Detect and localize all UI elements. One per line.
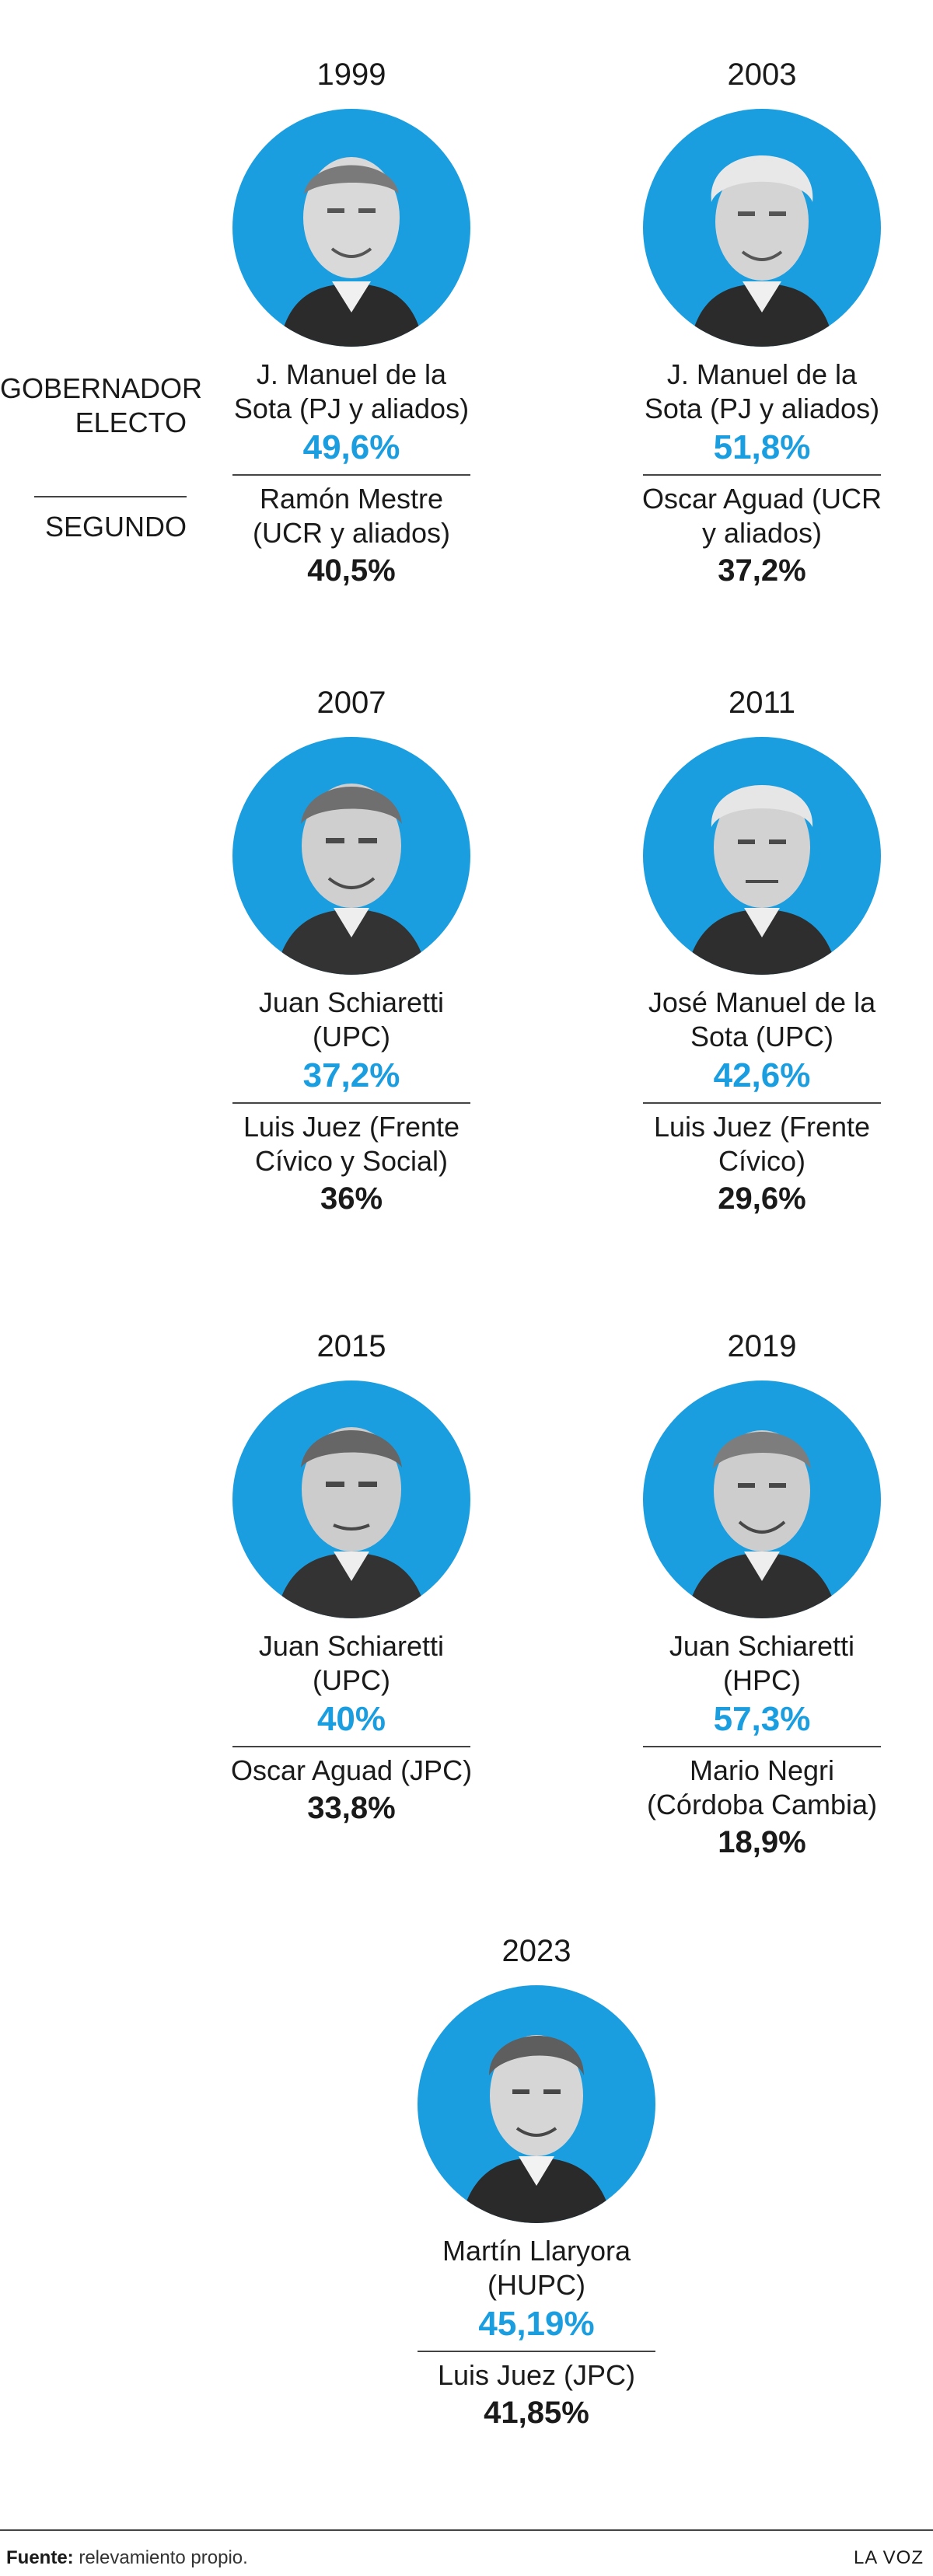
winner-name: Martín Llaryora (HUPC) bbox=[442, 2235, 631, 2301]
portrait-silhouette-icon bbox=[460, 2035, 613, 2223]
runner-up-name: Luis Juez (Frente Cívico y Social) bbox=[243, 1111, 460, 1177]
election-1999: 1999 J. Manuel de la Sota (PJ y aliados)… bbox=[227, 56, 476, 589]
runner-up-percentage: 40,5% bbox=[307, 553, 396, 588]
election-year: 1999 bbox=[316, 58, 386, 92]
portrait-silhouette-icon bbox=[275, 784, 428, 975]
footer-divider bbox=[0, 2529, 933, 2531]
candidate-portrait bbox=[643, 109, 881, 347]
winner-name: Juan Schiaretti (UPC) bbox=[258, 1630, 445, 1696]
election-year: 2015 bbox=[316, 1329, 386, 1363]
winner-name: José Manuel de la Sota (UPC) bbox=[648, 986, 876, 1052]
portrait-silhouette-icon bbox=[686, 1430, 838, 1618]
source-text: relevamiento propio. bbox=[73, 2547, 248, 2568]
election-year: 2011 bbox=[728, 686, 795, 720]
election-year: 2019 bbox=[727, 1329, 797, 1363]
result-divider bbox=[643, 474, 881, 476]
winner-name: Juan Schiaretti (UPC) bbox=[258, 986, 445, 1052]
candidate-portrait bbox=[232, 1380, 470, 1618]
brand-logo-text: LA VOZ bbox=[853, 2547, 924, 2568]
election-2011: 2011 José Manuel de la Sota (UPC) 42,6% … bbox=[638, 684, 886, 1217]
candidate-portrait bbox=[643, 737, 881, 975]
result-divider bbox=[643, 1102, 881, 1104]
portrait-silhouette-icon bbox=[686, 785, 838, 975]
winner-percentage: 45,19% bbox=[478, 2305, 595, 2343]
label-segundo: SEGUNDO bbox=[44, 511, 187, 543]
candidate-portrait bbox=[232, 109, 470, 347]
election-year: 2007 bbox=[316, 686, 386, 720]
winner-percentage: 49,6% bbox=[302, 428, 400, 466]
winner-name: J. Manuel de la Sota (PJ y aliados) bbox=[233, 358, 470, 424]
portrait-silhouette-icon bbox=[690, 155, 834, 347]
result-divider bbox=[232, 474, 470, 476]
runner-up-name: Ramón Mestre (UCR y aliados) bbox=[252, 483, 451, 549]
candidate-portrait bbox=[418, 1985, 655, 2223]
portrait-silhouette-icon bbox=[275, 1427, 428, 1618]
winner-percentage: 51,8% bbox=[713, 428, 811, 466]
runner-up-percentage: 18,9% bbox=[718, 1825, 806, 1859]
election-year: 2023 bbox=[501, 1934, 571, 1968]
runner-up-name: Luis Juez (JPC) bbox=[437, 2359, 636, 2391]
winner-percentage: 57,3% bbox=[713, 1700, 811, 1738]
winner-percentage: 40% bbox=[316, 1700, 386, 1738]
winner-percentage: 42,6% bbox=[713, 1056, 811, 1094]
source-note: Fuente: relevamiento propio. bbox=[6, 2546, 248, 2570]
election-2015: 2015 Juan Schiaretti (UPC) 40% Oscar Agu… bbox=[227, 1328, 476, 1827]
runner-up-percentage: 33,8% bbox=[307, 1791, 396, 1825]
election-2019: 2019 Juan Schiaretti (HPC) 57,3% Mario N… bbox=[638, 1328, 886, 1861]
runner-up-name: Luis Juez (Frente Cívico) bbox=[653, 1111, 871, 1177]
label-gobernador-electo: GOBERNADOR ELECTO bbox=[0, 372, 203, 438]
winner-percentage: 37,2% bbox=[302, 1056, 400, 1094]
runner-up-percentage: 29,6% bbox=[718, 1182, 806, 1216]
result-divider bbox=[232, 1746, 470, 1747]
candidate-portrait bbox=[643, 1380, 881, 1618]
source-label: Fuente: bbox=[6, 2547, 74, 2568]
election-2003: 2003 J. Manuel de la Sota (PJ y aliados)… bbox=[638, 56, 886, 589]
portrait-silhouette-icon bbox=[279, 157, 424, 347]
runner-up-percentage: 36% bbox=[320, 1182, 383, 1216]
election-2023: 2023 Martín Llaryora (HUPC) 45,19% Luis … bbox=[412, 1932, 661, 2431]
runner-up-percentage: 41,85% bbox=[484, 2396, 589, 2430]
result-divider bbox=[643, 1746, 881, 1747]
winner-name: J. Manuel de la Sota (PJ y aliados) bbox=[644, 358, 880, 424]
runner-up-name: Oscar Aguad (UCR y aliados) bbox=[641, 483, 882, 549]
winner-name: Juan Schiaretti (HPC) bbox=[669, 1630, 855, 1696]
label-divider bbox=[34, 496, 187, 497]
candidate-portrait bbox=[232, 737, 470, 975]
runner-up-percentage: 37,2% bbox=[718, 553, 806, 588]
result-divider bbox=[418, 2351, 655, 2352]
result-divider bbox=[232, 1102, 470, 1104]
election-2007: 2007 Juan Schiaretti (UPC) 37,2% Luis Ju… bbox=[227, 684, 476, 1217]
runner-up-name: Mario Negri (Córdoba Cambia) bbox=[646, 1754, 878, 1820]
election-year: 2003 bbox=[727, 58, 797, 92]
runner-up-name: Oscar Aguad (JPC) bbox=[230, 1754, 473, 1786]
